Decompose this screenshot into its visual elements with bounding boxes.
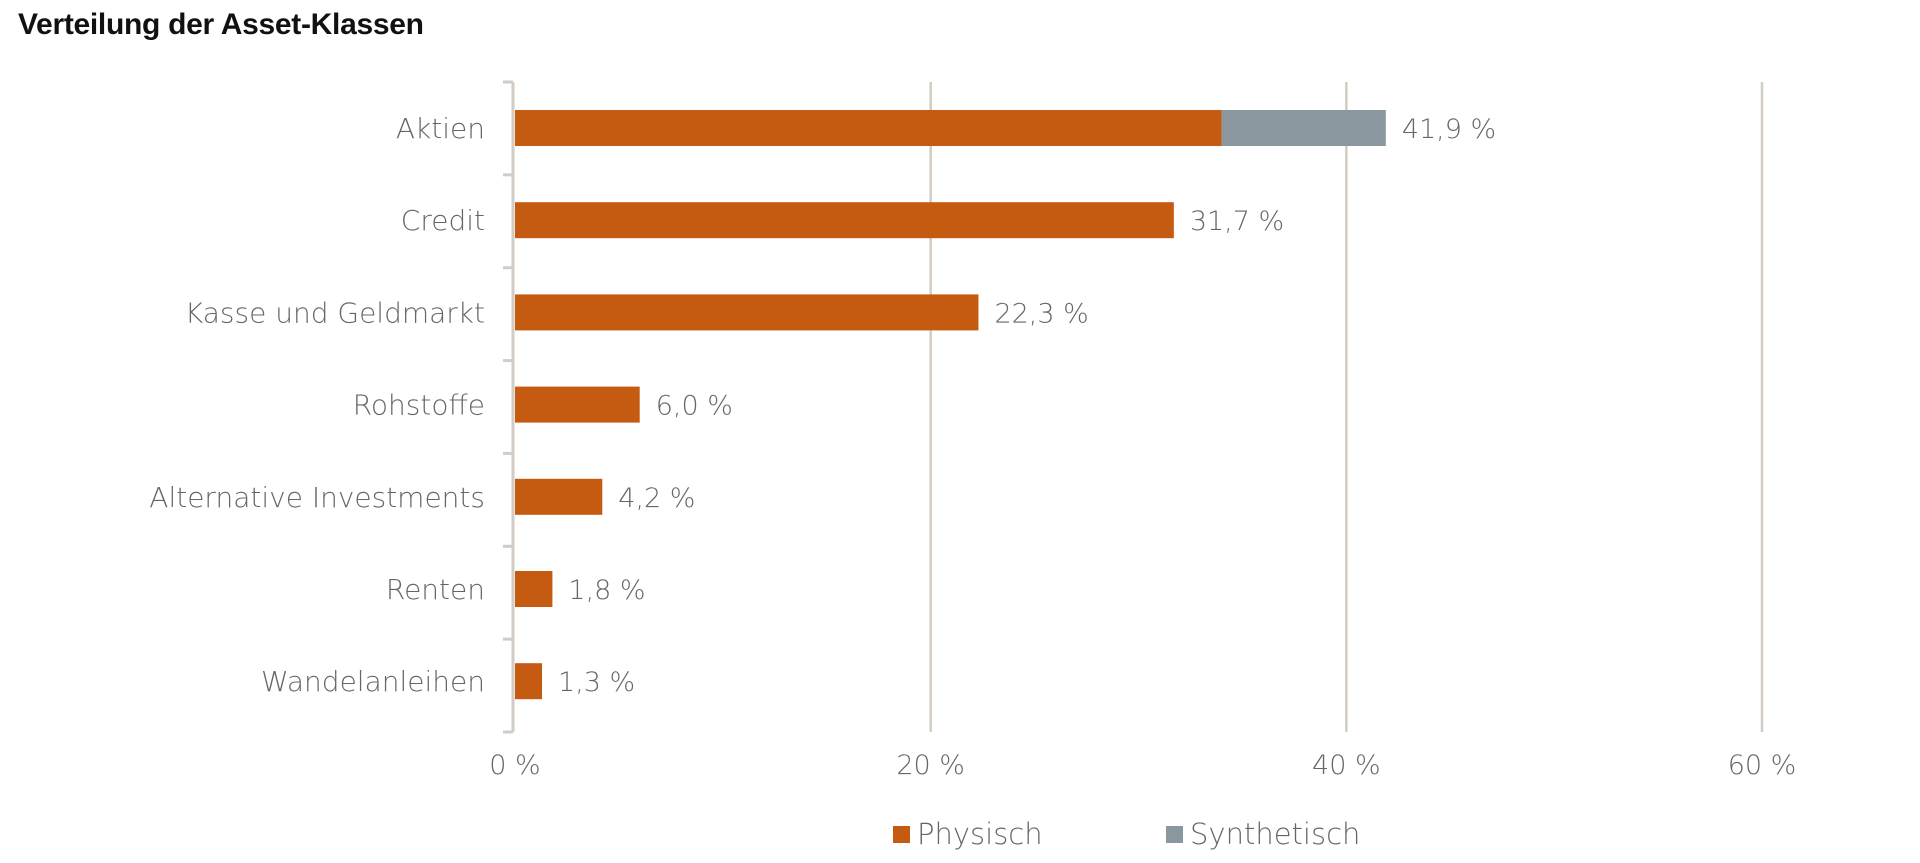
x-tick-label: 20 % bbox=[896, 750, 965, 781]
bar-physisch bbox=[515, 571, 553, 607]
bar-physisch bbox=[515, 294, 979, 331]
category-label: Kasse und Geldmarkt bbox=[185, 296, 485, 329]
category-label: Aktien bbox=[396, 112, 485, 145]
legend: Physisch Synthetisch bbox=[893, 817, 1360, 851]
legend-swatch-synthetisch bbox=[1166, 826, 1183, 843]
value-label: 4,2 % bbox=[618, 483, 695, 514]
category-label: Wandelanleihen bbox=[261, 665, 485, 698]
legend-label-physisch: Physisch bbox=[917, 817, 1043, 851]
bar-physisch bbox=[515, 478, 603, 515]
y-axis bbox=[503, 80, 515, 734]
value-label: 41,9 % bbox=[1402, 114, 1496, 145]
legend-label-synthetisch: Synthetisch bbox=[1190, 817, 1360, 851]
category-label: Rohstoffe bbox=[353, 389, 485, 422]
value-label: 31,7 % bbox=[1190, 206, 1284, 237]
bar-physisch bbox=[515, 110, 1222, 146]
bar-physisch bbox=[515, 202, 1174, 239]
bars bbox=[515, 110, 1386, 700]
value-label: 1,3 % bbox=[558, 667, 635, 698]
value-labels: 41,9 % 31,7 % 22,3 % 6,0 % 4,2 % 1,8 % 1,3 % bbox=[558, 114, 1496, 698]
gridlines bbox=[929, 82, 1764, 732]
x-tick-label: 0 % bbox=[489, 750, 540, 781]
chart-title: Verteilung der Asset-Klassen bbox=[18, 8, 424, 41]
value-label: 1,8 % bbox=[568, 575, 645, 606]
x-tick-label: 40 % bbox=[1312, 750, 1381, 781]
value-label: 6,0 % bbox=[656, 391, 733, 422]
category-label: Renten bbox=[386, 573, 485, 606]
bar-synthetisch bbox=[1221, 110, 1386, 146]
legend-swatch-physisch bbox=[893, 826, 910, 843]
bar-physisch bbox=[515, 663, 543, 700]
category-label: Alternative Investments bbox=[149, 481, 485, 514]
bar-physisch bbox=[515, 386, 640, 423]
x-tick-labels: 0 % 20 % 40 % 60 % bbox=[489, 750, 1796, 781]
x-tick-label: 60 % bbox=[1728, 750, 1797, 781]
category-label: Credit bbox=[401, 204, 485, 237]
category-labels: Aktien Credit Kasse und Geldmarkt Rohstoffe… bbox=[149, 112, 485, 698]
value-label: 22,3 % bbox=[994, 298, 1088, 329]
